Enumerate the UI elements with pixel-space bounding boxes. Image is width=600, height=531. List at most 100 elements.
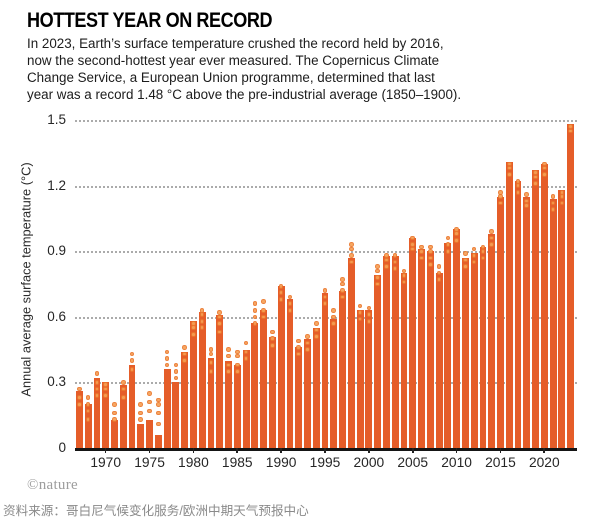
dataset-marker-dot xyxy=(533,174,538,180)
figure-title: HOTTEST YEAR ON RECORD xyxy=(27,9,273,32)
dataset-marker-dot xyxy=(506,172,512,178)
x-tick xyxy=(148,448,151,453)
dataset-marker-dot xyxy=(199,318,205,324)
bar-2010 xyxy=(453,229,461,448)
bar-2006 xyxy=(418,249,425,448)
x-tick xyxy=(236,448,239,453)
dataset-marker-dot xyxy=(550,200,556,206)
bar-1988 xyxy=(260,310,268,448)
dataset-marker-dot xyxy=(506,165,512,171)
dataset-marker-dot xyxy=(164,362,170,368)
dataset-marker-dot xyxy=(541,165,547,171)
dataset-marker-dot xyxy=(471,246,477,252)
bar-1979 xyxy=(181,351,189,448)
dataset-marker-dot xyxy=(454,227,459,232)
bar-2007 xyxy=(426,251,434,448)
bar-1967 xyxy=(76,391,83,448)
dataset-marker-dot xyxy=(278,290,284,296)
bar-1976 xyxy=(154,434,162,448)
dataset-marker-dot xyxy=(331,314,337,320)
dataset-marker-dot xyxy=(498,194,503,199)
dataset-marker-dot xyxy=(199,307,205,313)
bar-1973 xyxy=(128,364,136,448)
dataset-marker-dot xyxy=(550,207,556,213)
dataset-marker-dot xyxy=(191,321,196,326)
bar-1971 xyxy=(111,419,118,448)
bar-2021 xyxy=(549,198,557,448)
dataset-marker-dot xyxy=(208,360,214,366)
gridline-1.2 xyxy=(75,185,577,188)
dataset-marker-dot xyxy=(384,264,389,269)
source-attribution: 资料来源：哥白尼气候变化服务/欧洲中期天气预报中心 xyxy=(3,504,309,518)
dataset-marker-dot xyxy=(419,255,424,261)
dataset-marker-dot xyxy=(208,351,214,357)
dataset-marker-dot xyxy=(533,181,538,186)
dataset-marker-dot xyxy=(550,194,556,199)
dataset-marker-dot xyxy=(410,242,415,247)
dataset-marker-dot xyxy=(445,242,451,247)
dataset-marker-dot xyxy=(541,172,547,178)
dataset-marker-dot xyxy=(94,371,100,376)
dataset-marker-dot xyxy=(445,235,451,241)
dataset-marker-dot xyxy=(173,362,179,368)
bar-1994 xyxy=(312,327,320,448)
bar-2005 xyxy=(409,238,417,448)
dataset-marker-dot xyxy=(112,401,117,407)
bar-2017 xyxy=(514,181,522,448)
dataset-marker-dot xyxy=(305,340,310,346)
dataset-marker-dot xyxy=(384,253,389,258)
bar-1998 xyxy=(347,257,355,448)
dataset-marker-dot xyxy=(366,312,372,317)
dataset-marker-dot xyxy=(524,192,530,197)
x-tick-label-2000: 2000 xyxy=(353,455,385,470)
dataset-marker-dot xyxy=(436,270,442,276)
bar-1977 xyxy=(163,369,171,448)
dataset-marker-dot xyxy=(77,401,82,407)
bar-2013 xyxy=(479,246,487,448)
dataset-marker-dot xyxy=(375,275,380,280)
dataset-marker-dot xyxy=(436,264,442,269)
dataset-marker-dot xyxy=(252,314,258,320)
dataset-marker-dot xyxy=(156,401,161,407)
gridline-0.9 xyxy=(75,251,577,254)
dataset-marker-dot xyxy=(401,279,407,285)
dataset-marker-dot xyxy=(322,288,328,293)
dataset-marker-dot xyxy=(506,161,512,167)
dataset-marker-dot xyxy=(85,417,91,422)
dataset-marker-dot xyxy=(296,345,301,350)
dataset-marker-dot xyxy=(208,347,214,352)
dataset-marker-dot xyxy=(234,349,240,355)
dataset-marker-dot xyxy=(182,351,187,357)
bar-2014 xyxy=(488,233,496,448)
dataset-marker-dot xyxy=(349,242,354,247)
dataset-marker-dot xyxy=(252,307,258,313)
dataset-marker-dot xyxy=(138,401,144,407)
bar-1999 xyxy=(356,310,364,448)
dataset-marker-dot xyxy=(138,410,144,416)
dataset-marker-dot xyxy=(559,189,565,195)
dataset-marker-dot xyxy=(217,314,223,320)
x-tick-label-1975: 1975 xyxy=(134,455,165,470)
dataset-marker-dot xyxy=(427,262,433,267)
dataset-marker-dot xyxy=(436,277,442,282)
bar-1982 xyxy=(207,358,215,448)
dataset-marker-dot xyxy=(217,329,223,335)
dataset-marker-dot xyxy=(313,327,319,333)
dataset-marker-dot xyxy=(524,198,530,204)
bar-2015 xyxy=(497,196,504,448)
dataset-marker-dot xyxy=(226,347,231,352)
dataset-marker-dot xyxy=(410,235,415,241)
bar-2011 xyxy=(461,257,469,448)
dataset-marker-dot xyxy=(419,244,424,250)
dataset-marker-dot xyxy=(471,253,477,258)
dataset-marker-dot xyxy=(498,200,503,206)
dataset-marker-dot xyxy=(340,288,345,293)
bar-2003 xyxy=(391,255,399,448)
dataset-marker-dot xyxy=(234,369,240,374)
bar-1987 xyxy=(251,323,259,448)
dataset-marker-dot xyxy=(541,161,547,167)
bar-1970 xyxy=(102,382,110,448)
x-tick xyxy=(455,448,458,453)
standfirst-line: year was a record 1.48 °C above the pre-… xyxy=(27,86,462,102)
bar-chart-plot-area xyxy=(75,109,577,451)
